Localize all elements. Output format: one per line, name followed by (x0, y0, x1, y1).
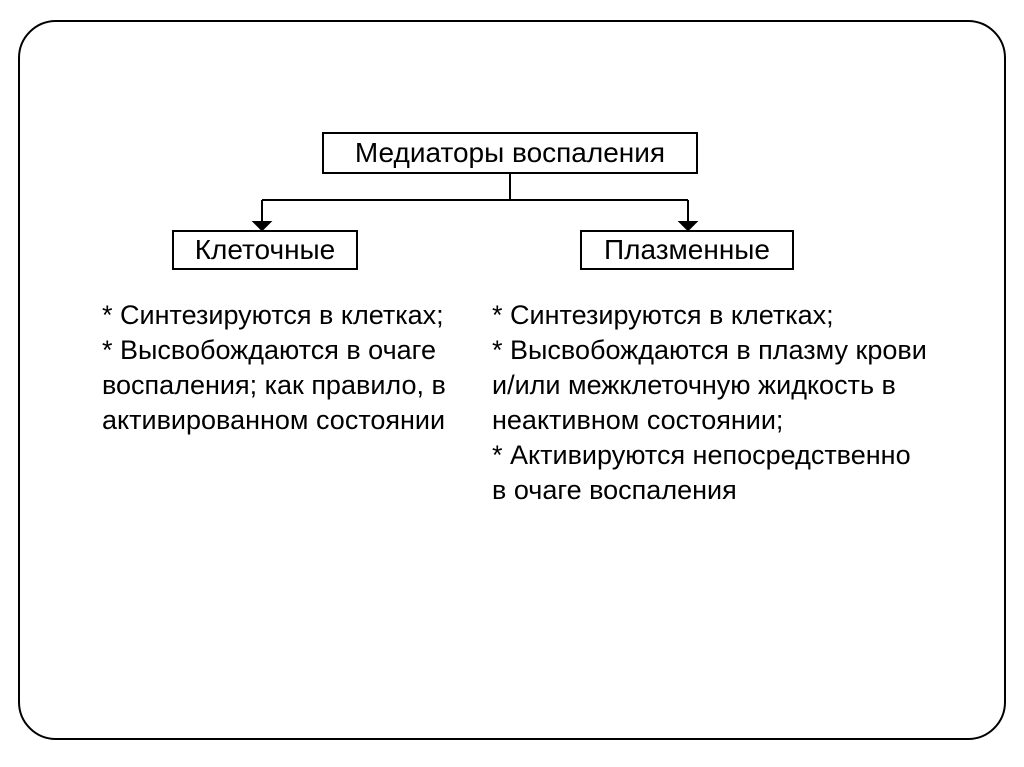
bullet-line: * Высвобождаются в очаге воспаления; как… (102, 333, 482, 438)
branch-node-plasma: Плазменные (580, 230, 794, 270)
bullet-line: * Синтезируются в клетках; (102, 298, 482, 333)
bullet-line: * Высвобождаются в плазму крови и/или ме… (492, 333, 932, 438)
plasma-description: * Синтезируются в клетках;* Высвобождают… (492, 298, 932, 509)
branch-node-cellular: Клеточные (172, 230, 358, 270)
diagram-frame: Медиаторы воспаления Клеточные Плазменны… (18, 20, 1006, 740)
bullet-line: * Синтезируются в клетках; (492, 298, 932, 333)
bullet-line: * Активируются непосредственно в очаге в… (492, 438, 932, 508)
cellular-description: * Синтезируются в клетках;* Высвобождают… (102, 298, 482, 438)
root-node: Медиаторы воспаления (322, 132, 698, 174)
branch-label-cellular: Клеточные (195, 234, 336, 266)
branch-label-plasma: Плазменные (604, 234, 770, 266)
root-label: Медиаторы воспаления (355, 137, 665, 169)
